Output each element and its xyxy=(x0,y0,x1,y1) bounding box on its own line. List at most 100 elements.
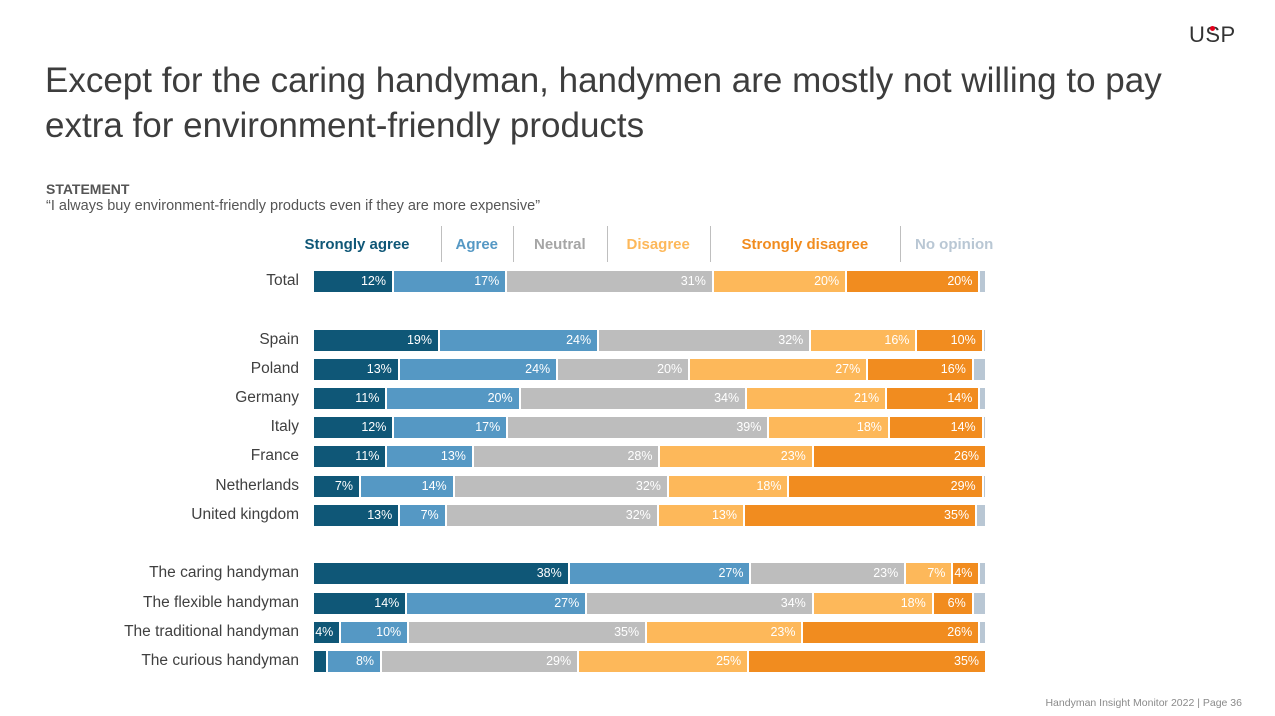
bar-segment xyxy=(847,271,981,292)
legend-agree: Agree xyxy=(455,236,499,253)
bar-segment xyxy=(399,359,559,380)
bar-data-label: 16% xyxy=(884,333,910,347)
bar-segment xyxy=(973,359,987,380)
legend-strongly-agree: Strongly agree xyxy=(304,236,410,253)
bar-data-label: 29% xyxy=(546,654,572,668)
bar-segment xyxy=(446,505,659,526)
bar-segment xyxy=(400,505,447,526)
bar-segment xyxy=(983,476,987,497)
bar-segment xyxy=(811,330,918,351)
bar-data-label: 14% xyxy=(950,420,976,434)
bar-data-label: 20% xyxy=(814,274,840,288)
bar-data-label: 31% xyxy=(680,274,706,288)
category-label: Spain xyxy=(259,331,299,348)
bar-data-label: 13% xyxy=(440,449,466,463)
bar-segment xyxy=(668,476,790,497)
bar-segment xyxy=(314,505,401,526)
bar-data-label: 4% xyxy=(315,625,334,639)
bar-data-label: 13% xyxy=(367,508,393,522)
bar-data-label: 27% xyxy=(554,596,580,610)
bar-segment xyxy=(690,359,869,380)
category-label: Germany xyxy=(235,389,299,406)
bar-data-label: 10% xyxy=(376,625,402,639)
bar-data-label: 27% xyxy=(835,362,861,376)
bar-segment xyxy=(813,446,987,467)
bar-segment xyxy=(579,651,750,672)
bar-segment xyxy=(314,651,328,672)
bar-segment xyxy=(917,330,984,351)
legend-separator xyxy=(513,226,514,262)
bar-data-label: 34% xyxy=(780,596,806,610)
bar-data-label: 35% xyxy=(944,508,970,522)
bar-segment xyxy=(587,593,814,614)
legend-separator xyxy=(441,226,442,262)
bar-segment xyxy=(980,563,987,584)
category-label: The traditional handyman xyxy=(124,623,299,640)
legend-disagree: Disagree xyxy=(626,236,690,253)
bar-segment xyxy=(314,476,361,497)
bar-data-label: 11% xyxy=(355,449,380,463)
page-title: Except for the caring handyman, handymen… xyxy=(45,61,1162,145)
bar-data-label: 20% xyxy=(947,274,973,288)
bar-data-label: 26% xyxy=(947,625,973,639)
legend-strongly-disagree: Strongly disagree xyxy=(741,236,869,253)
bar-segment xyxy=(953,563,981,584)
bar-segment xyxy=(744,505,978,526)
bar-segment xyxy=(387,388,521,409)
bar-data-label: 34% xyxy=(714,391,740,405)
bar-data-label: 35% xyxy=(954,654,980,668)
bar-data-label: 7% xyxy=(420,508,439,522)
bar-segment xyxy=(314,563,570,584)
category-label: Poland xyxy=(250,360,299,377)
bar-segment xyxy=(314,388,388,409)
bar-data-label: 16% xyxy=(940,362,966,376)
bar-data-label: 13% xyxy=(711,508,738,522)
bar-data-label: 12% xyxy=(360,274,386,288)
bar-segment xyxy=(507,271,714,292)
bar-data-label: 17% xyxy=(475,420,501,434)
bar-segment xyxy=(314,359,400,380)
bar-segment xyxy=(454,476,669,497)
bar-segment xyxy=(906,563,954,584)
bar-segment xyxy=(747,388,888,409)
bar-segment xyxy=(977,505,987,526)
bar-segment xyxy=(980,271,987,292)
bar-segment xyxy=(749,651,987,672)
bar-segment xyxy=(983,417,987,438)
bar-data-label: 8% xyxy=(355,654,375,668)
bar-segment xyxy=(387,446,474,467)
bar-data-label: 11% xyxy=(355,391,380,405)
category-label: Total xyxy=(266,272,299,289)
bar-data-label: 24% xyxy=(566,333,592,347)
category-label: Italy xyxy=(270,418,299,435)
bar-segment xyxy=(813,593,934,614)
usp-logo: USP xyxy=(1189,22,1236,47)
bar-segment xyxy=(660,446,814,467)
bar-data-label: 32% xyxy=(635,479,661,493)
legend-separator xyxy=(900,226,901,262)
footer-page-info: Handyman Insight Monitor 2022 | Page 36 xyxy=(1045,697,1242,709)
bar-segment xyxy=(569,563,752,584)
bar-data-label: 13% xyxy=(366,362,392,376)
bar-segment xyxy=(980,388,987,409)
bar-data-label: 19% xyxy=(406,333,432,347)
bar-segment xyxy=(868,359,974,380)
bar-segment xyxy=(520,388,748,409)
bar-data-label: 23% xyxy=(780,449,806,463)
bar-data-label: 32% xyxy=(778,333,804,347)
bar-data-label: 35% xyxy=(614,625,640,639)
bar-segment xyxy=(314,622,342,643)
bar-segment xyxy=(599,330,812,351)
bar-segment xyxy=(314,593,408,614)
bar-data-label: 4% xyxy=(954,566,973,580)
legend-no-opinion: No opinion xyxy=(915,236,994,253)
bar-data-label: 10% xyxy=(950,333,976,347)
bar-segment xyxy=(327,651,382,672)
bar-data-label: 20% xyxy=(487,391,513,405)
bar-data-label: 38% xyxy=(536,566,562,580)
bar-segment xyxy=(973,593,987,614)
legend-neutral: Neutral xyxy=(534,236,586,253)
legend-separator xyxy=(710,226,711,262)
bar-data-label: 6% xyxy=(947,596,966,610)
bar-segment xyxy=(983,330,987,351)
